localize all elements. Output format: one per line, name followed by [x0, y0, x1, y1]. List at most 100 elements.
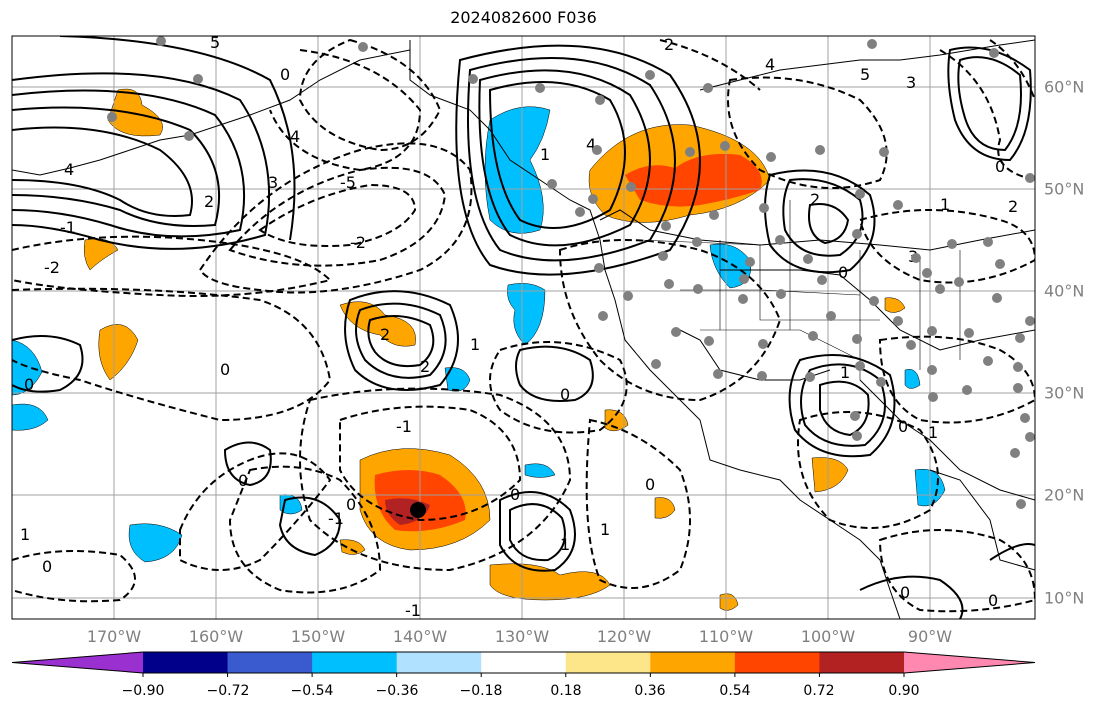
positive-contours — [12, 36, 1035, 619]
svg-text:0: 0 — [238, 471, 248, 490]
colorbar-segment — [312, 652, 398, 673]
lon-label: 150°W — [290, 627, 346, 646]
lat-label: 40°N — [1044, 281, 1085, 301]
colorbar-tick-label: 0.18 — [550, 683, 582, 699]
svg-text:0: 0 — [510, 485, 520, 504]
svg-text:4: 4 — [64, 160, 74, 179]
svg-text:3: 3 — [268, 173, 278, 192]
svg-text:5: 5 — [210, 33, 220, 52]
colorbar-segment — [143, 652, 229, 673]
lon-label: 110°W — [698, 627, 754, 646]
svg-text:-2: -2 — [350, 233, 366, 252]
map-title: 2024082600 F036 — [450, 8, 597, 27]
borders — [639, 200, 961, 380]
lon-label: 120°W — [596, 627, 652, 646]
svg-text:2: 2 — [380, 325, 390, 344]
colorbar-segment — [227, 652, 313, 673]
colorbar-tick-label: −0.54 — [290, 683, 334, 699]
orange-patch — [654, 497, 676, 519]
svg-text:0: 0 — [346, 495, 356, 514]
colorbar-segment — [396, 652, 482, 673]
svg-text:1: 1 — [560, 535, 570, 554]
orange-patch — [811, 457, 849, 493]
svg-text:0: 0 — [995, 157, 1005, 176]
orange-patch — [339, 539, 366, 555]
lat-label: 50°N — [1044, 179, 1085, 199]
svg-text:-1: -1 — [405, 601, 421, 620]
svg-text:-2: -2 — [44, 258, 60, 277]
blue-patch — [444, 367, 471, 392]
blue-patch — [484, 106, 551, 234]
lon-label: 170°W — [86, 627, 142, 646]
svg-text:0: 0 — [898, 417, 908, 436]
orange-patch — [98, 324, 139, 381]
negative-contours — [12, 38, 1035, 613]
svg-text:0: 0 — [42, 557, 52, 576]
lon-label: 90°W — [907, 627, 953, 646]
colorbar-segment — [481, 652, 567, 673]
svg-text:-1: -1 — [60, 218, 76, 237]
svg-text:1: 1 — [540, 145, 550, 164]
colorbar-segment — [12, 652, 143, 673]
svg-text:0: 0 — [560, 385, 570, 404]
lat-label: 20°N — [1044, 485, 1085, 505]
svg-text:1: 1 — [600, 520, 610, 539]
svg-text:0: 0 — [838, 263, 848, 282]
svg-text:0: 0 — [220, 360, 230, 379]
svg-text:1: 1 — [20, 525, 30, 544]
colorbar-tick-label: −0.18 — [459, 683, 503, 699]
svg-text:5: 5 — [860, 65, 870, 84]
svg-text:-1: -1 — [396, 417, 412, 436]
colorbar-segment — [565, 652, 651, 673]
svg-text:2: 2 — [1008, 197, 1018, 216]
svg-text:-5: -5 — [340, 173, 356, 192]
svg-text:2: 2 — [810, 190, 820, 209]
blue-patch — [12, 403, 49, 431]
map-frame — [11, 35, 1036, 620]
orange-patch — [604, 409, 629, 432]
lon-label: 130°W — [494, 627, 550, 646]
colorbar-segment — [904, 652, 1035, 673]
blue-patch — [524, 463, 556, 478]
svg-text:0: 0 — [900, 583, 910, 602]
svg-text:0: 0 — [280, 65, 290, 84]
svg-text:2: 2 — [204, 192, 214, 211]
lat-label: 30°N — [1044, 383, 1085, 403]
orange-patch — [107, 88, 163, 137]
colorbar-tick-label: −0.90 — [121, 683, 165, 699]
colorbar-tick-label: 0.90 — [888, 683, 920, 699]
svg-text:0: 0 — [24, 375, 34, 394]
blue-patch — [904, 369, 921, 389]
contour-labels: 4 -1 -2 0 0 1 -5 -2 2 2 1 0 -1 -1 0 0 0 … — [20, 33, 1018, 620]
svg-text:1: 1 — [470, 335, 480, 354]
svg-text:-1: -1 — [328, 509, 344, 528]
svg-text:4: 4 — [586, 135, 596, 154]
svg-text:3: 3 — [906, 73, 916, 92]
colorbar-segment — [734, 652, 820, 673]
svg-text:2: 2 — [664, 35, 674, 54]
svg-text:2: 2 — [420, 357, 430, 376]
orange-patch — [83, 238, 119, 271]
svg-text:4: 4 — [765, 55, 775, 74]
svg-text:1: 1 — [840, 363, 850, 382]
red-patch — [625, 153, 762, 207]
svg-text:4: 4 — [290, 127, 300, 146]
lon-label: 140°W — [392, 627, 448, 646]
colorbar-tick-label: 0.72 — [803, 683, 835, 699]
blue-patch — [507, 283, 546, 346]
lat-label: 10°N — [1044, 588, 1085, 608]
station-markers — [107, 36, 1035, 509]
colorbar-segment — [819, 652, 905, 673]
colorbar-tick-label: 0.54 — [719, 683, 751, 699]
lat-label: 60°N — [1044, 77, 1085, 97]
storm-center-marker — [410, 502, 426, 518]
graticule — [12, 36, 1035, 619]
orange-patch — [884, 297, 906, 313]
blue-patch — [128, 523, 183, 563]
svg-text:0: 0 — [988, 591, 998, 610]
lon-label: 160°W — [188, 627, 244, 646]
colorbar-tick-label: −0.36 — [375, 683, 419, 699]
colorbar-segment — [650, 652, 736, 673]
